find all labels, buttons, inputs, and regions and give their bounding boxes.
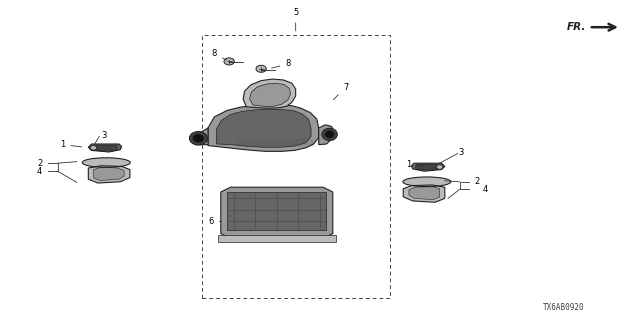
Polygon shape bbox=[319, 125, 334, 145]
Polygon shape bbox=[221, 187, 333, 237]
Text: 3: 3 bbox=[101, 131, 106, 140]
Text: 4: 4 bbox=[483, 185, 488, 194]
Polygon shape bbox=[403, 185, 445, 202]
Polygon shape bbox=[415, 164, 438, 170]
Polygon shape bbox=[93, 167, 124, 180]
Polygon shape bbox=[195, 128, 208, 145]
Polygon shape bbox=[208, 105, 319, 151]
Text: 8: 8 bbox=[271, 60, 291, 68]
Ellipse shape bbox=[322, 128, 337, 140]
Text: 3: 3 bbox=[458, 148, 463, 157]
Polygon shape bbox=[88, 144, 122, 152]
Ellipse shape bbox=[90, 146, 97, 150]
Polygon shape bbox=[95, 145, 118, 150]
Polygon shape bbox=[243, 79, 296, 108]
Text: 8: 8 bbox=[212, 49, 227, 60]
Text: FR.: FR. bbox=[567, 22, 586, 32]
Ellipse shape bbox=[82, 158, 131, 167]
Bar bbox=[218, 235, 336, 242]
Polygon shape bbox=[412, 163, 445, 171]
Ellipse shape bbox=[189, 132, 207, 145]
Text: TX6AB0920: TX6AB0920 bbox=[542, 303, 584, 312]
Polygon shape bbox=[216, 109, 311, 147]
Ellipse shape bbox=[193, 134, 204, 143]
Text: 7: 7 bbox=[333, 83, 348, 100]
Text: 5: 5 bbox=[293, 8, 298, 31]
Ellipse shape bbox=[324, 130, 335, 138]
Polygon shape bbox=[409, 187, 440, 200]
Text: 2: 2 bbox=[474, 177, 479, 186]
Bar bbox=[202, 35, 390, 298]
Polygon shape bbox=[88, 166, 130, 183]
Ellipse shape bbox=[224, 58, 234, 65]
Text: 1: 1 bbox=[60, 140, 82, 149]
Text: 1: 1 bbox=[406, 160, 425, 169]
Ellipse shape bbox=[436, 165, 443, 169]
Bar bbox=[227, 192, 326, 230]
Text: 4: 4 bbox=[37, 167, 42, 176]
Polygon shape bbox=[250, 83, 291, 107]
Ellipse shape bbox=[403, 177, 451, 187]
Ellipse shape bbox=[256, 65, 266, 72]
Text: 2: 2 bbox=[37, 159, 42, 168]
Text: 6: 6 bbox=[209, 217, 221, 226]
